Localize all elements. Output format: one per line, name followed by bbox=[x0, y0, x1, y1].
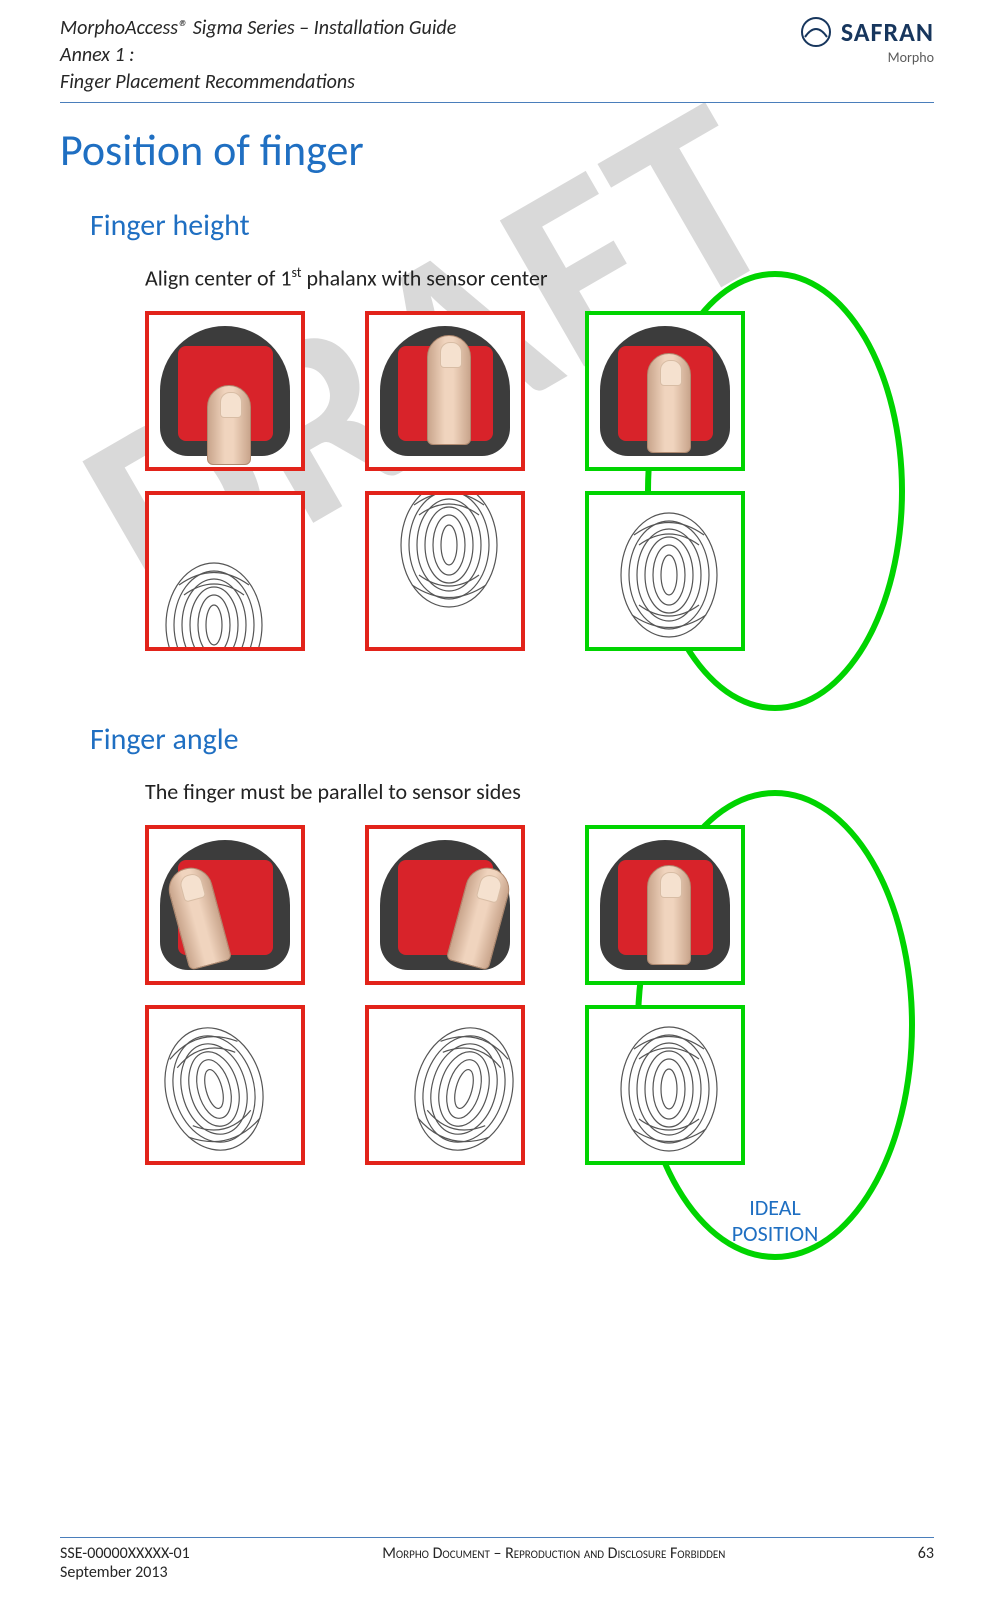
body-height-sup: st bbox=[291, 264, 301, 281]
page-content: MorphoAccess® Sigma Series – Installatio… bbox=[0, 0, 994, 1295]
tile-column bbox=[145, 825, 305, 1165]
footer-page-num: 63 bbox=[918, 1544, 934, 1582]
fingerprint-graphic bbox=[393, 1007, 525, 1165]
tile-column bbox=[585, 825, 745, 1165]
figure-tile bbox=[145, 1005, 305, 1165]
header-line-3: Finger Placement Recommendations bbox=[60, 69, 456, 96]
figure-tile bbox=[585, 311, 745, 471]
footer-left-l2: September 2013 bbox=[60, 1563, 190, 1582]
fingerprint-graphic bbox=[614, 505, 724, 645]
body-angle: The finger must be parallel to sensor si… bbox=[145, 778, 934, 805]
ideal-label: IDEAL POSITION bbox=[695, 1195, 855, 1246]
figure-tile bbox=[145, 825, 305, 985]
height-gallery bbox=[145, 311, 934, 691]
body-height: Align center of 1st phalanx with sensor … bbox=[145, 264, 934, 291]
subheading-height: Finger height bbox=[90, 207, 934, 244]
fingerprint-graphic bbox=[614, 1019, 724, 1159]
tile-column bbox=[145, 311, 305, 651]
finger-graphic bbox=[647, 353, 691, 453]
page-header: MorphoAccess® Sigma Series – Installatio… bbox=[60, 0, 934, 96]
footer-mid: Morpho Document – Reproduction and Discl… bbox=[382, 1544, 725, 1582]
brand-sub: Morpho bbox=[799, 49, 934, 66]
subheading-angle: Finger angle bbox=[90, 721, 934, 758]
tile-column bbox=[585, 311, 745, 651]
footer-left: SSE-00000XXXXX-01 September 2013 bbox=[60, 1544, 190, 1582]
figure-tile bbox=[585, 825, 745, 985]
fingerprint-graphic bbox=[394, 491, 504, 615]
footer-left-l1: SSE-00000XXXXX-01 bbox=[60, 1544, 190, 1563]
header-line-2: Annex 1 : bbox=[60, 42, 456, 69]
ideal-label-l1: IDEAL bbox=[749, 1194, 801, 1221]
body-height-post: phalanx with sensor center bbox=[302, 264, 548, 291]
figure-tile bbox=[365, 491, 525, 651]
header-title-block: MorphoAccess® Sigma Series – Installatio… bbox=[60, 15, 456, 96]
footer-rule bbox=[60, 1537, 934, 1538]
fingerprint-graphic bbox=[159, 555, 269, 651]
tile-column bbox=[365, 311, 525, 651]
header-rule bbox=[60, 102, 934, 103]
tile-column bbox=[365, 825, 525, 1165]
figure-tile bbox=[145, 491, 305, 651]
figure-tile bbox=[585, 491, 745, 651]
finger-graphic bbox=[647, 865, 691, 965]
page-footer: SSE-00000XXXXX-01 September 2013 Morpho … bbox=[60, 1537, 934, 1582]
body-height-pre: Align center of 1 bbox=[145, 264, 291, 291]
finger-graphic bbox=[207, 385, 251, 465]
figure-tile bbox=[365, 825, 525, 985]
brand-block: SAFRAN Morpho bbox=[799, 15, 934, 66]
fingerprint-graphic bbox=[145, 1007, 285, 1165]
brand-name: SAFRAN bbox=[841, 16, 934, 48]
header-line-1: MorphoAccess® Sigma Series – Installatio… bbox=[60, 15, 456, 42]
brand-logo-icon bbox=[799, 15, 833, 49]
figure-tile bbox=[585, 1005, 745, 1165]
figure-tile bbox=[365, 311, 525, 471]
finger-graphic bbox=[427, 335, 471, 445]
page-title: Position of finger bbox=[60, 123, 934, 177]
figure-tile bbox=[145, 311, 305, 471]
angle-gallery: IDEAL POSITION bbox=[145, 825, 934, 1295]
figure-tile bbox=[365, 1005, 525, 1165]
footer-row: SSE-00000XXXXX-01 September 2013 Morpho … bbox=[60, 1544, 934, 1582]
ideal-label-l2: POSITION bbox=[732, 1220, 819, 1247]
